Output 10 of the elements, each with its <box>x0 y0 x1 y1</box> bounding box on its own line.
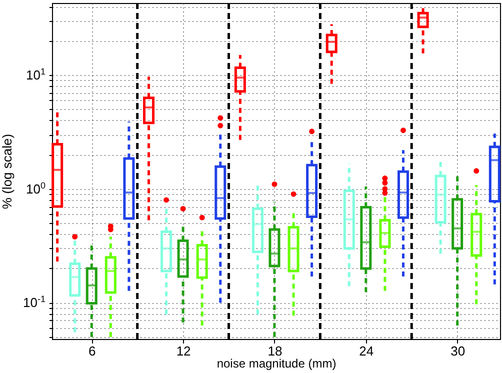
x-tick-label: 18 <box>268 344 282 358</box>
x-tick-label: 12 <box>176 344 191 358</box>
y-tick-label: 10$^{0}$ <box>26 180 46 196</box>
x-tick-label: 24 <box>359 344 374 358</box>
y-axis-title: % (log scale) <box>0 134 14 210</box>
y-tick-label: 10$^{-1}$ <box>23 294 46 310</box>
y-tick-label: 10$^{1}$ <box>26 66 46 83</box>
x-tick-label: 30 <box>450 344 466 358</box>
x-axis-title: noise magnitude (mm) <box>216 356 336 370</box>
x-tick-label: 6 <box>88 344 96 358</box>
